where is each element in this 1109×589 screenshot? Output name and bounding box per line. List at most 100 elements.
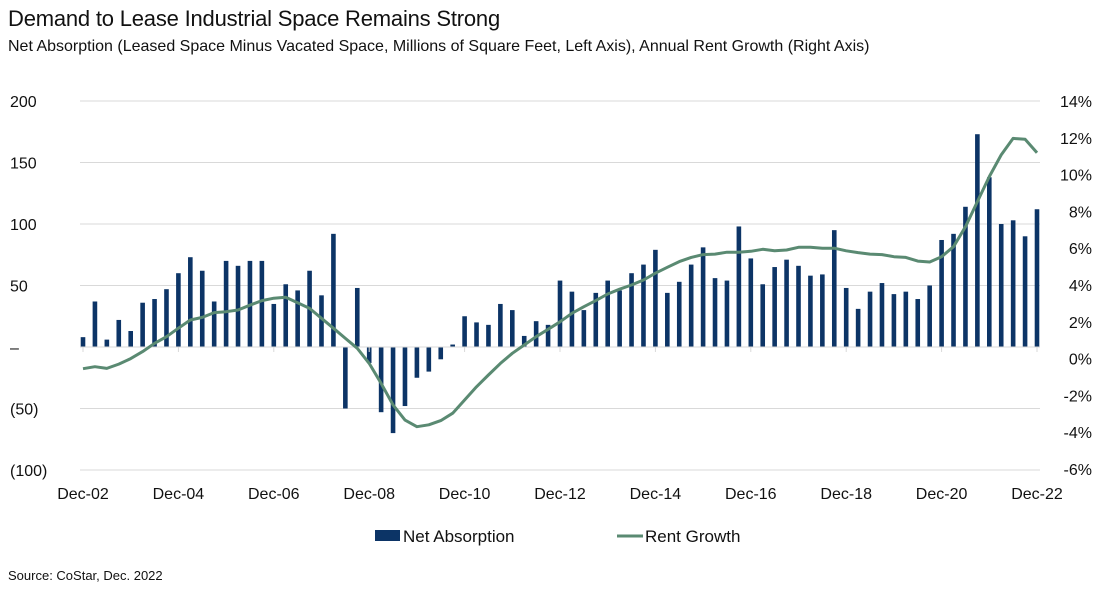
bar-net-absorption (569, 291, 575, 347)
left-axis-tick-label: – (10, 340, 19, 357)
bar-net-absorption (951, 233, 956, 347)
bar-net-absorption (998, 224, 1004, 347)
bar-net-absorption (80, 337, 86, 347)
bar-net-absorption (641, 264, 646, 347)
bar-net-absorption (474, 322, 479, 347)
bar-net-absorption (426, 347, 432, 372)
bar-net-absorption (1022, 236, 1028, 347)
bar-net-absorption (319, 295, 324, 347)
bar-net-absorption (545, 324, 551, 347)
bar-net-absorption (557, 280, 563, 347)
bar-net-absorption (140, 302, 145, 347)
bar-net-absorption (784, 259, 789, 347)
bar-net-absorption (939, 239, 944, 347)
x-axis-tick-label: Dec-12 (534, 486, 586, 503)
bar-net-absorption (975, 134, 980, 347)
bar-net-absorption (462, 316, 467, 347)
bar-net-absorption (855, 308, 861, 347)
bar-net-absorption (283, 284, 289, 347)
bar-net-absorption (533, 321, 539, 347)
bar-net-absorption (963, 206, 968, 347)
bar-net-absorption (796, 265, 801, 347)
chart-title: Demand to Lease Industrial Space Remains… (8, 6, 500, 31)
bar-net-absorption (402, 347, 408, 407)
left-axis-tick-label: (100) (10, 463, 47, 480)
bar-net-absorption (736, 226, 742, 347)
bar-net-absorption (378, 347, 384, 413)
right-axis-tick-label: -2% (1064, 388, 1092, 405)
source-note: Source: CoStar, Dec. 2022 (8, 568, 163, 583)
bar-net-absorption (223, 260, 229, 347)
bar-net-absorption (1010, 220, 1016, 347)
x-axis-tick-label: Dec-18 (820, 486, 872, 503)
x-axis-tick-label: Dec-10 (439, 486, 491, 503)
right-axis-tick-label: 14% (1060, 94, 1092, 111)
chart-subtitle: Net Absorption (Leased Space Minus Vacat… (8, 38, 870, 55)
bar-net-absorption (521, 335, 527, 347)
right-axis-tick-label: 6% (1069, 241, 1092, 258)
bar-net-absorption (724, 280, 730, 347)
bar-net-absorption (605, 280, 610, 347)
bar-net-absorption (104, 339, 110, 347)
bar-net-absorption (760, 284, 766, 347)
right-axis-tick-label: 4% (1069, 278, 1092, 295)
bar-net-absorption (581, 310, 587, 347)
x-axis-tick-label: Dec-02 (57, 486, 109, 503)
x-axis-tick-label: Dec-14 (630, 486, 682, 503)
bar-net-absorption (808, 275, 813, 347)
bar-net-absorption (891, 294, 897, 347)
bar-net-absorption (259, 260, 265, 347)
bar-net-absorption (331, 233, 336, 347)
bar-net-absorption (366, 347, 372, 363)
bar-net-absorption (629, 273, 634, 347)
x-axis-tick-label: Dec-06 (248, 486, 300, 503)
left-axis-tick-label: 200 (10, 94, 37, 111)
left-axis-tick-label: (50) (10, 402, 38, 419)
bar-net-absorption (295, 290, 300, 347)
x-axis-tick-label: Dec-22 (1011, 486, 1063, 503)
bar-net-absorption (164, 289, 169, 347)
x-axis-tick-label: Dec-20 (916, 486, 968, 503)
bar-net-absorption (927, 285, 932, 347)
bar-net-absorption (343, 347, 348, 409)
bar-net-absorption (617, 290, 622, 347)
right-axis-tick-label: 2% (1069, 315, 1092, 332)
bar-series-net-absorption (80, 134, 1040, 434)
bar-net-absorption (748, 258, 754, 347)
bar-net-absorption (152, 299, 157, 347)
bar-net-absorption (414, 347, 420, 378)
line-series-rent-growth (82, 136, 1039, 429)
bar-net-absorption (390, 347, 396, 434)
bar-net-absorption (700, 247, 706, 347)
legend-label-rent-growth: Rent Growth (645, 527, 740, 546)
x-axis-tick-label: Dec-08 (343, 486, 395, 503)
left-axis-tick-label: 100 (10, 217, 37, 234)
right-axis-tick-label: -6% (1064, 462, 1092, 479)
bar-net-absorption (438, 347, 444, 360)
bar-net-absorption (867, 291, 873, 347)
right-axis-tick-label: 0% (1069, 352, 1092, 369)
bar-net-absorption (653, 249, 658, 347)
bar-net-absorption (915, 299, 921, 347)
left-axis-ticks: 200 150 100 50 – (50) (100) (10, 94, 47, 480)
x-axis-tick-label: Dec-04 (153, 486, 205, 503)
right-axis-tick-label: 8% (1069, 204, 1092, 221)
bar-net-absorption (271, 303, 277, 347)
right-axis-ticks: 14% 12% 10% 8% 6% 4% 2% 0% -2% -4% -6% (1060, 94, 1092, 479)
bar-net-absorption (831, 230, 837, 347)
bar-net-absorption (486, 324, 491, 347)
x-axis-ticks: Dec-02 Dec-04 Dec-06 Dec-08 Dec-10 Dec-12 Dec-… (57, 347, 1063, 503)
left-axis-tick-label: 50 (10, 279, 28, 296)
bar-net-absorption (820, 274, 825, 347)
line-rent-growth (82, 136, 1039, 429)
bar-net-absorption (116, 319, 122, 347)
bar-net-absorption (188, 257, 193, 347)
bar-net-absorption (510, 310, 515, 347)
legend-swatch-net-absorption (375, 530, 400, 541)
bar-net-absorption (843, 287, 849, 347)
legend: Net Absorption Rent Growth (375, 527, 740, 546)
left-axis-tick-label: 150 (10, 156, 37, 173)
bar-net-absorption (903, 291, 909, 347)
bar-net-absorption (450, 344, 455, 347)
